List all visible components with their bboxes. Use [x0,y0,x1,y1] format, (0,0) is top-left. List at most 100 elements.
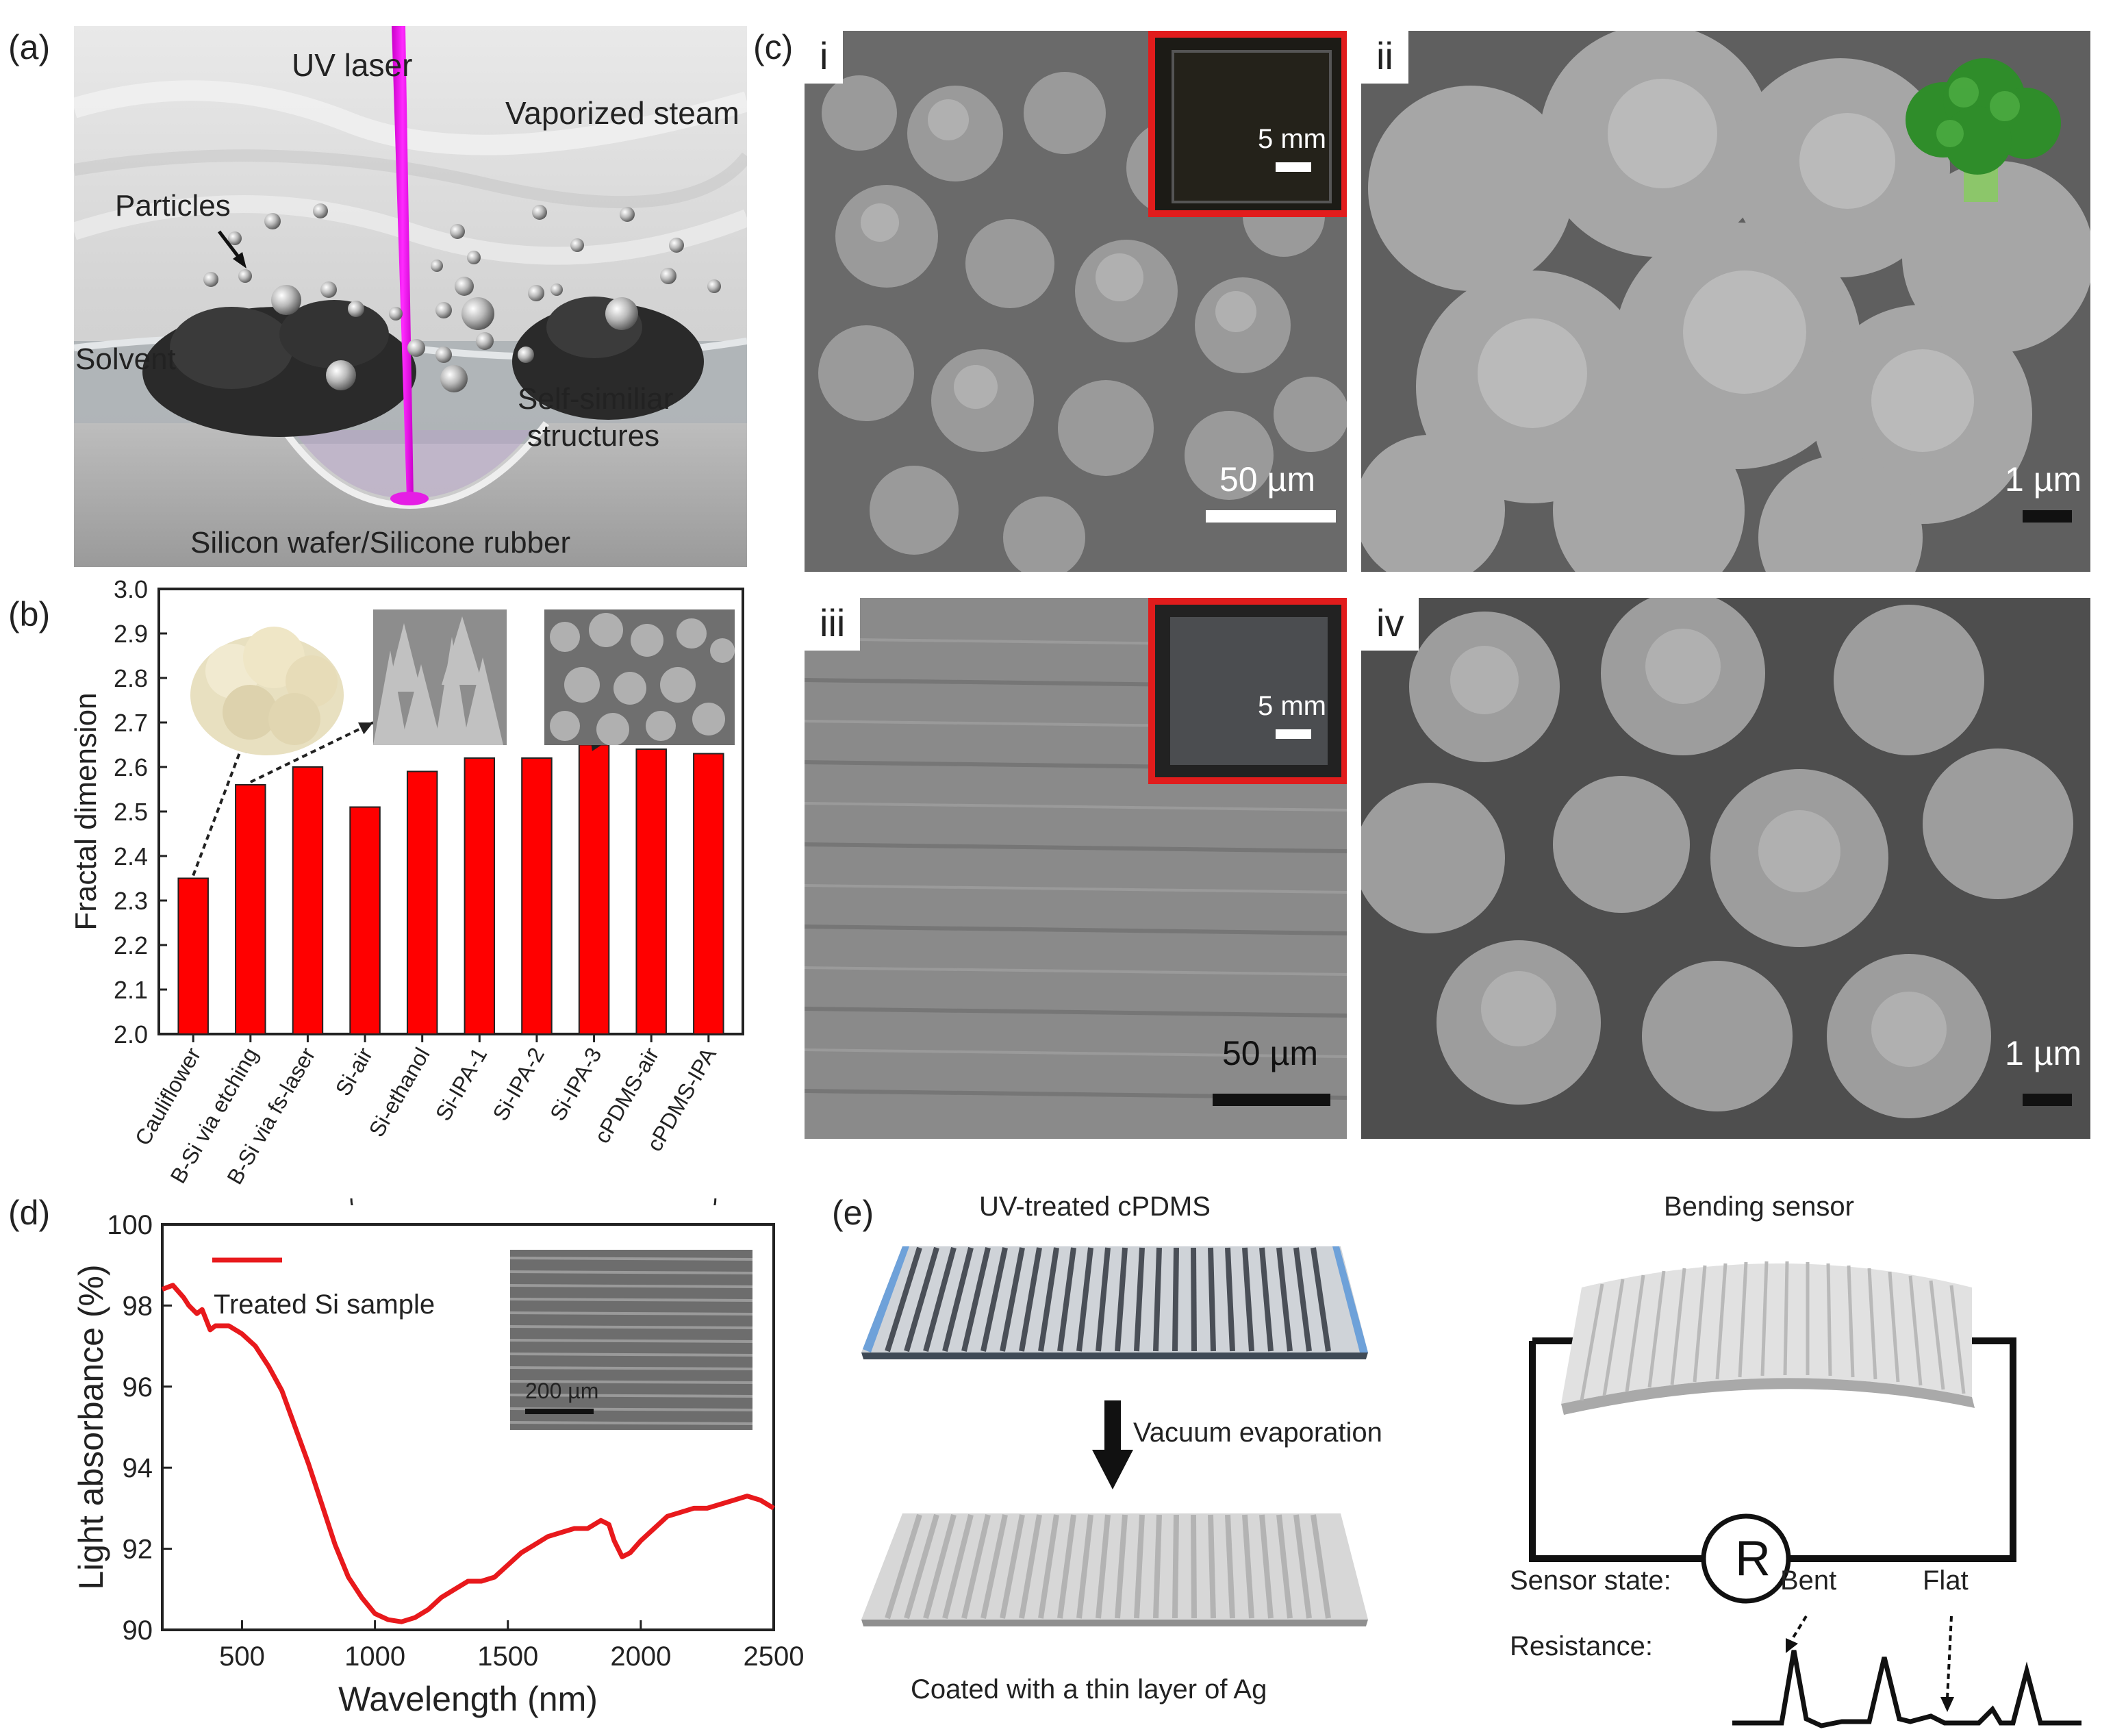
vacuum-label: Vacuum evaporation [1133,1418,1382,1448]
series-line [161,1283,775,1624]
x-axis-title: Wavelength (nm) [338,1680,598,1718]
solvent-label: Solvent [75,342,176,376]
y-tick-label: 94 [123,1453,153,1483]
bar [292,766,324,1035]
y-tick-label: 3.0 [114,575,148,603]
panel-b-label: (b) [8,595,51,633]
bending-circuit-graphic [1529,1261,2016,1604]
scale-text-i: 50 µm [1219,460,1315,499]
y-tick-label: 96 [123,1372,153,1402]
resistor-symbol: R [1735,1531,1771,1586]
absorbance-chart: 90 92 94 96 98 100 500 1000 1500 2000 2500 Waveleng… [0,1192,808,1733]
x-tick-label: 2500 [744,1641,805,1672]
absorbance-inset-image: 200 µm [510,1250,752,1430]
absorbance-inset-scale-text: 200 µm [525,1379,599,1403]
treated-film-graphic [861,1246,1368,1359]
panel-d-label: (d) [8,1194,51,1232]
vaporized-steam-label: Vaporized steam [505,95,739,131]
sem-label-ii: ii [1361,31,1408,84]
x-tick-label: Si-IPA-1 [431,1044,492,1125]
y-tick-label: 2.3 [114,887,148,915]
y-tick-label: 90 [123,1615,153,1646]
absorbance-inset-scale-bar [525,1409,594,1414]
scale-bar-i [1206,510,1336,523]
bar [349,806,381,1035]
sem-label-iv: iv [1361,598,1419,651]
down-arrow-icon [1092,1400,1133,1489]
x-tick-label: Si-IPA-2 [488,1044,549,1125]
scale-text-ii: 1 µm [2005,460,2082,499]
sem-image-ii: ii 1 µm [1361,31,2090,572]
laser-schematic: UV laser Vaporized steam Particles Solve… [71,26,752,567]
y-tick-label: 98 [123,1291,153,1321]
y-tick-label: 2.9 [114,620,148,648]
etched-bsi-image [373,609,507,745]
bar [693,753,724,1035]
y-tick-label: 100 [107,1210,153,1240]
y-tick-label: 2.4 [114,842,148,870]
sem-image-i: i 5 mm 50 µm [805,31,1347,572]
y-tick-label: 2.8 [114,664,148,692]
bar [521,757,553,1035]
sem-label-iii: iii [805,598,861,651]
inset-scale-text-iii: 5 mm [1258,691,1326,721]
pointer-line [249,721,374,783]
inset-photo-i: 5 mm [1148,31,1347,217]
self-similar-label-1: Self-similiar [518,382,674,416]
y-tick-label: 2.6 [114,753,148,781]
inset-scale-bar-i [1276,162,1311,172]
sensor-state-label: Sensor state: [1510,1565,1671,1596]
y-tick-label: 2.5 [114,798,148,826]
sensor-schematic: UV-treated cPDMS Vacuum evaporation [842,1185,2109,1733]
y-axis-title: Fractal dimension [69,692,103,930]
bar [635,749,667,1035]
y-tick-label: 2.1 [114,976,148,1004]
bar [177,877,209,1035]
sem-label-i: i [805,31,844,84]
inset-scale-bar-iii [1276,729,1311,739]
uv-laser-label: UV laser [292,47,413,83]
scale-text-iv: 1 µm [2005,1034,2082,1072]
self-similar-label-2: structures [527,419,660,453]
fractal-chart: 2.0 2.1 2.2 2.3 2.4 2.5 2.6 2.7 2.8 2.9 3.0 Fractal… [0,575,767,1253]
pointer-line [192,738,246,877]
resistance-label: Resistance: [1510,1631,1653,1661]
scale-text-iii: 50 µm [1222,1034,1318,1072]
y-tick-label: 2.0 [114,1020,148,1048]
scale-bar-iv [2023,1094,2072,1106]
x-tick-label: 2000 [610,1641,671,1672]
scale-bar-ii [2023,510,2072,523]
particles-label: Particles [115,189,231,223]
panel-a-label: (a) [8,28,51,66]
panel-c-label: (c) [753,28,794,66]
coated-label: Coated with a thin layer of Ag [911,1674,1267,1704]
coated-film-graphic [861,1513,1368,1626]
y-tick-label: 2.7 [114,709,148,737]
y-tick-label: 2.2 [114,931,148,959]
sem-image-iv: iv 1 µm [1361,598,2090,1139]
bending-sensor-label: Bending sensor [1664,1192,1854,1222]
x-tick-label: 500 [219,1641,265,1672]
substrate-label: Silicon wafer/Silicone rubber [190,526,571,559]
inset-scale-text-i: 5 mm [1258,124,1326,154]
fs-laser-bsi-image [544,609,735,745]
plot-frame [161,1223,775,1631]
legend-label: Treated Si sample [214,1290,435,1320]
flat-label: Flat [1923,1565,1969,1596]
cauliflower-image [185,616,349,760]
panel-e-label: (e) [832,1194,874,1232]
y-tick-label: 92 [123,1535,153,1565]
scale-bar-iii [1213,1094,1330,1106]
uv-treated-label: UV-treated cPDMS [979,1192,1211,1222]
x-tick-label: 1000 [344,1641,405,1672]
laser-schematic-graphic [71,26,752,567]
y-axis-title: Light absorbance (%) [72,1264,110,1589]
bar [406,770,438,1035]
broccoli-icon [1895,51,2066,209]
inset-photo-iii: 5 mm [1148,598,1347,784]
bent-label: Bent [1780,1565,1837,1596]
bar [578,744,610,1035]
x-tick-label: Si-air [331,1043,378,1100]
pointer-arrowhead [358,722,373,735]
x-tick-label: 1500 [477,1641,538,1672]
